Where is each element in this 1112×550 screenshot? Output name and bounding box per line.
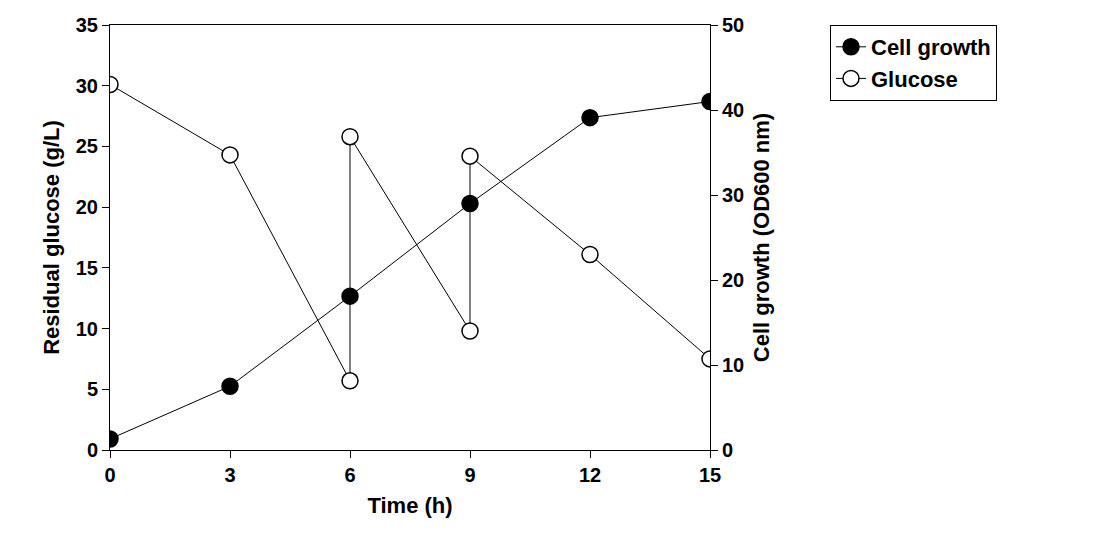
svg-text:10: 10 (76, 318, 98, 340)
svg-text:30: 30 (722, 184, 744, 206)
svg-text:50: 50 (722, 14, 744, 36)
svg-text:0: 0 (104, 464, 115, 486)
svg-text:6: 6 (344, 464, 355, 486)
svg-text:20: 20 (76, 196, 98, 218)
svg-text:12: 12 (579, 464, 601, 486)
svg-text:20: 20 (722, 269, 744, 291)
svg-text:25: 25 (76, 135, 98, 157)
svg-text:Glucose: Glucose (871, 67, 958, 92)
svg-text:0: 0 (722, 439, 733, 461)
svg-text:Cell growth: Cell growth (871, 35, 991, 60)
svg-text:40: 40 (722, 99, 744, 121)
svg-text:5: 5 (87, 378, 98, 400)
svg-text:Cell growth (OD600 nm): Cell growth (OD600 nm) (749, 113, 774, 362)
svg-text:0: 0 (87, 439, 98, 461)
svg-text:3: 3 (224, 464, 235, 486)
svg-text:30: 30 (76, 75, 98, 97)
svg-text:9: 9 (464, 464, 475, 486)
svg-text:15: 15 (699, 464, 721, 486)
svg-text:Residual glucose (g/L): Residual glucose (g/L) (39, 120, 64, 355)
svg-text:Time (h): Time (h) (367, 493, 452, 518)
svg-text:15: 15 (76, 257, 98, 279)
svg-text:10: 10 (722, 354, 744, 376)
svg-text:35: 35 (76, 14, 98, 36)
